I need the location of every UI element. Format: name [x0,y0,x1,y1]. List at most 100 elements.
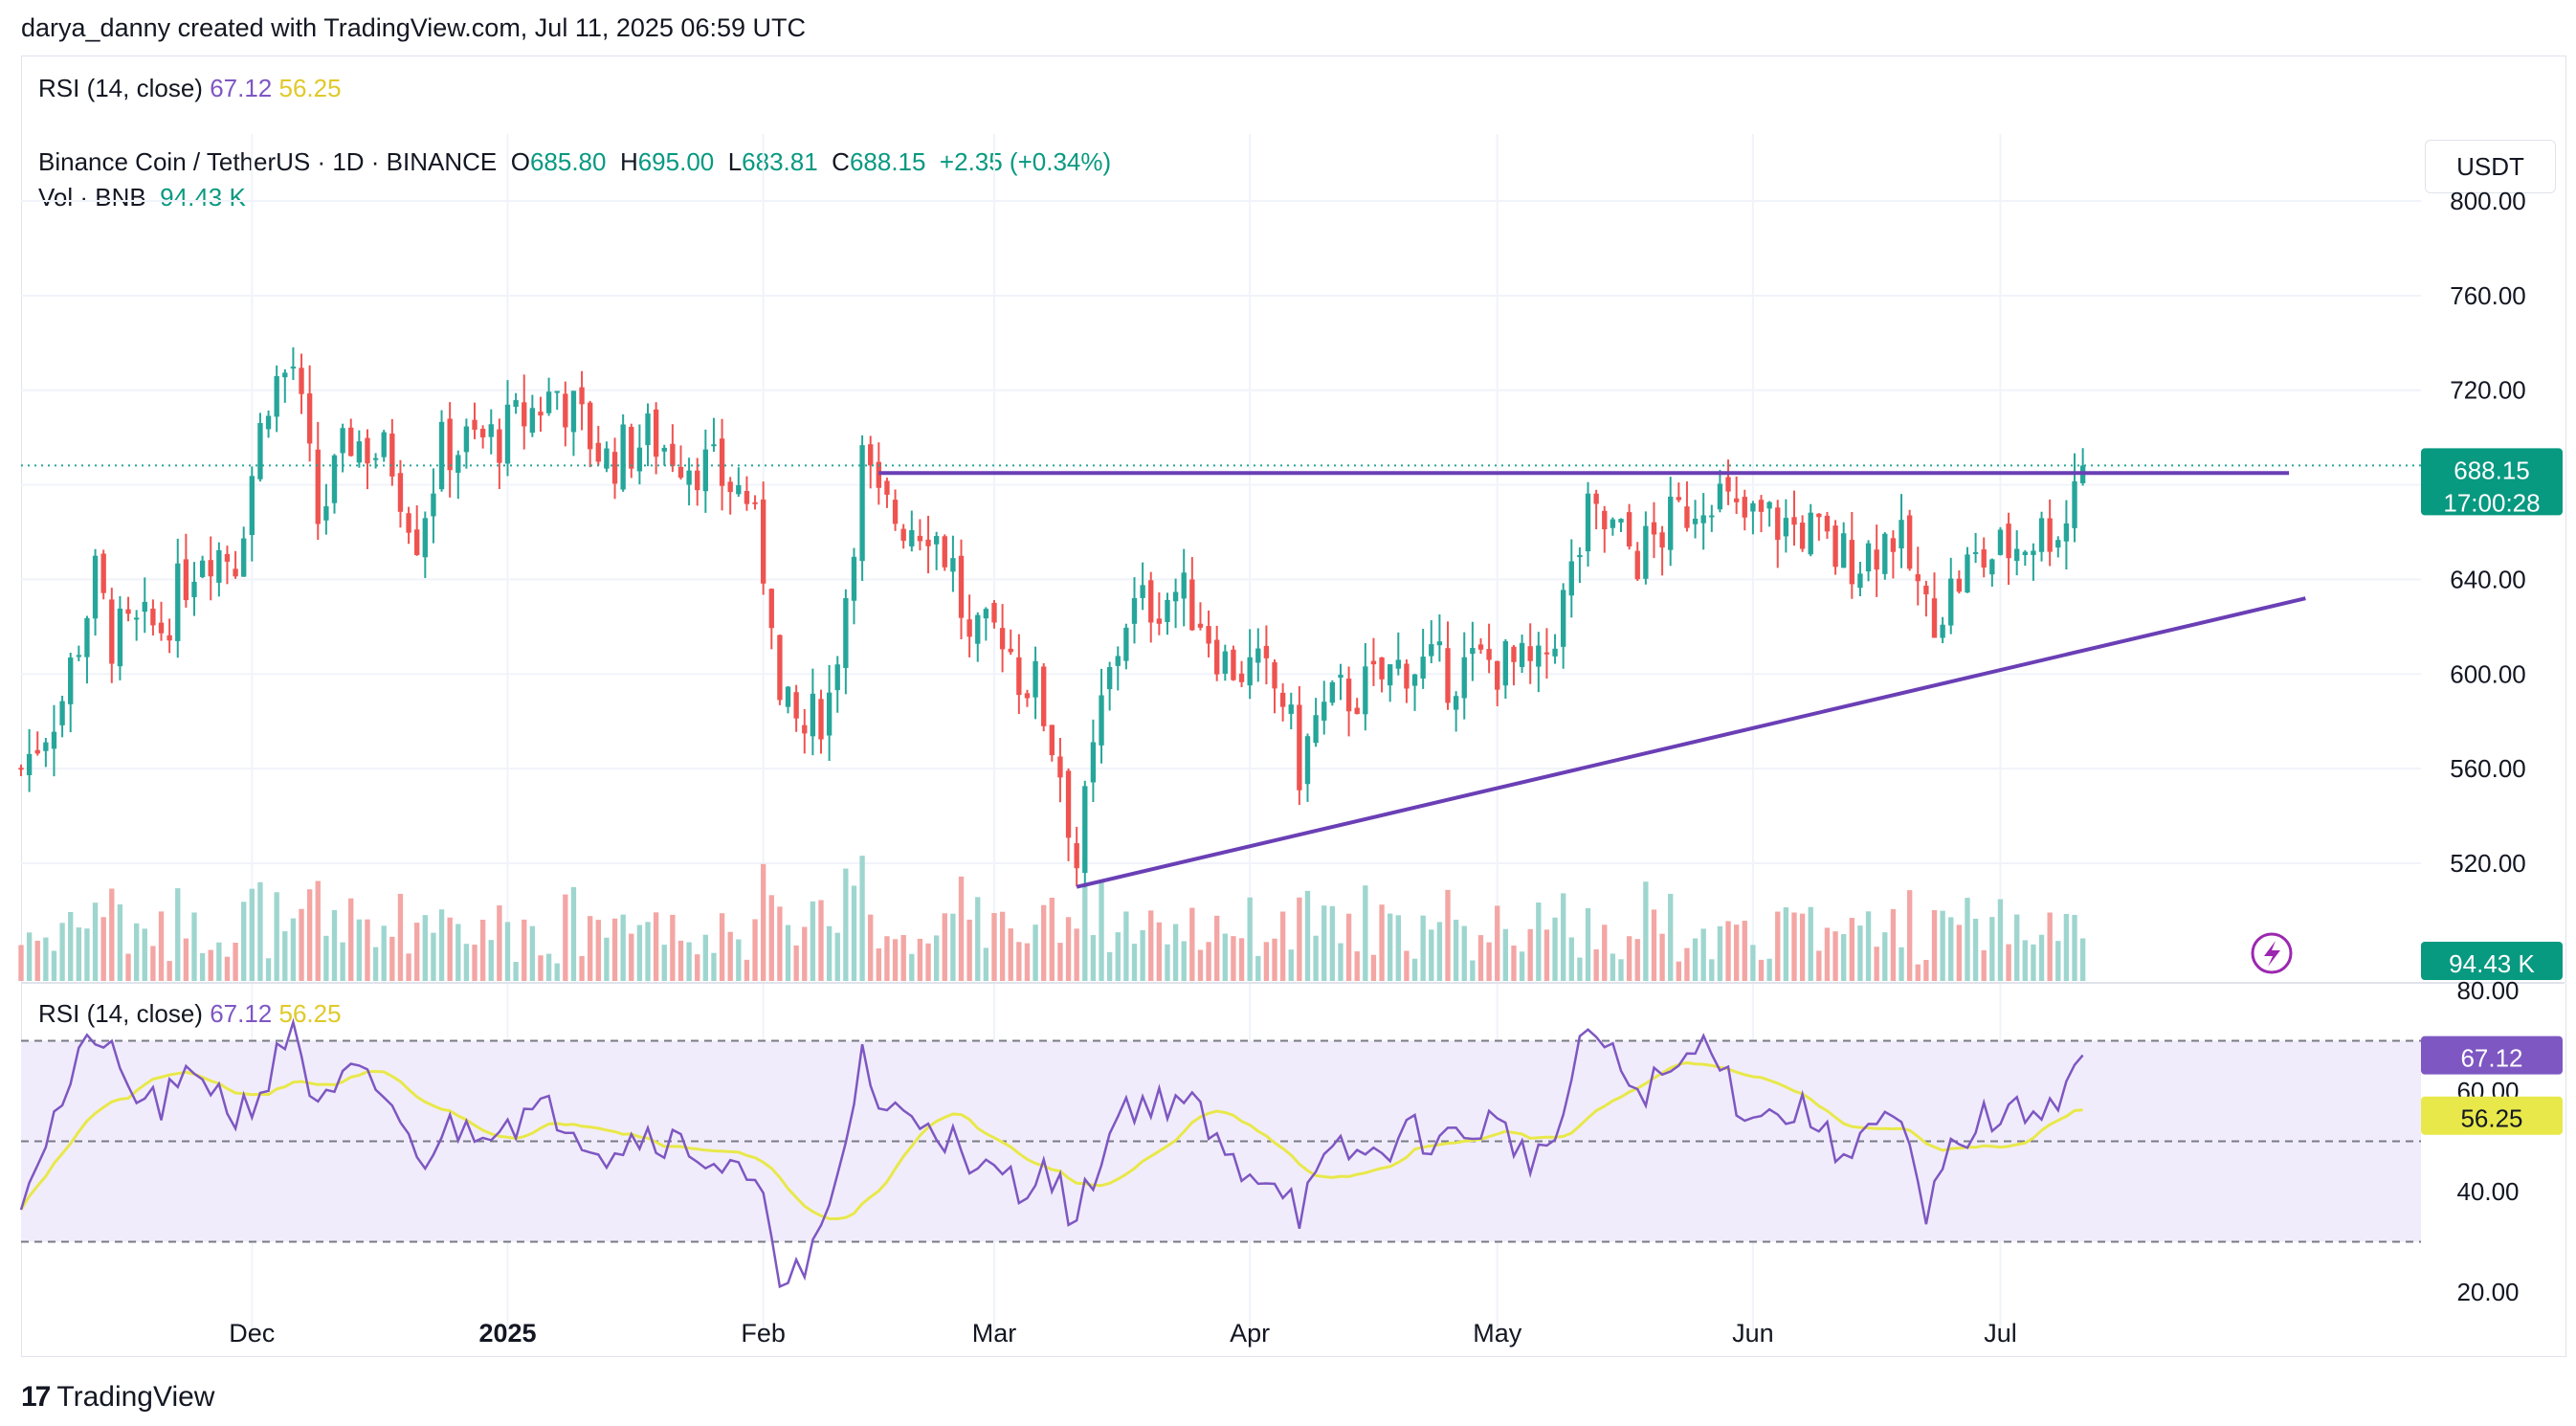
volume-bar [529,925,536,981]
candle-body [348,427,354,457]
volume-bar [431,932,436,981]
volume-bar [389,936,395,981]
candle-body [1676,497,1682,501]
candle-body [18,768,24,770]
volume-bar [2031,944,2036,981]
volume-bar [752,919,758,981]
volume-bar [522,919,527,981]
volume-bar [2006,944,2011,981]
volume-bar [365,919,370,981]
candle-body [1429,644,1434,657]
volume-bar [1651,909,1657,981]
volume-bar [1717,925,1723,981]
candle-body [1602,510,1608,530]
rsi-top-legend[interactable]: RSI (14, close) 67.12 56.25 [38,74,342,103]
volume-bar [1304,890,1311,981]
candle-body [1634,550,1640,580]
candle-body [999,628,1006,650]
candle-body [463,426,470,453]
candle-body [306,393,313,444]
volume-bar [785,925,791,981]
price-tick-label: 720.00 [2450,376,2526,405]
volume-bar [265,958,272,981]
open-value: 685.80 [529,147,607,176]
candle-body [257,423,263,479]
volume-bar [1279,911,1286,981]
candle-body [1016,657,1022,696]
candle-body [504,404,511,464]
volume-bar [2022,940,2028,981]
volume-bar [1049,898,1055,981]
candle-body [719,438,725,486]
volume-bar [1329,905,1336,981]
support-trendline [1076,596,2306,889]
candle-body [208,560,213,577]
volume-bar [142,928,147,981]
tradingview-logo[interactable]: 17 TradingView [21,1381,214,1414]
volume-bar [826,925,833,981]
candle-body [677,466,684,479]
candle-body [1329,681,1336,703]
candle-body [1511,646,1517,662]
candle-body [1033,660,1038,698]
volume-bar [1766,958,1772,981]
candle-body [2055,540,2061,548]
candle-body [711,444,717,447]
volume-bar [381,925,387,981]
volume-bar [1965,898,1970,981]
candle-body [389,434,395,477]
candle-body [1560,590,1566,647]
volume-bar [306,889,313,981]
volume-bar [1915,964,1921,981]
candle-body [868,444,874,466]
volume-bar [604,937,610,981]
candle-body [1404,663,1410,689]
volume-bar [315,880,321,981]
volume-bar [1354,951,1360,981]
candle-body [1972,551,1979,554]
volume-bar [233,943,238,981]
candle-body [1668,496,1674,550]
candle-body [834,664,840,691]
candle-body [1841,533,1847,568]
volume-bar [447,917,453,981]
lightning-icon-bolt [2264,941,2280,967]
volume-bar [1808,906,1813,981]
candle-body [1279,692,1286,707]
volume-bar [1272,938,1277,981]
rsi-value-badge-bg [2421,1036,2563,1075]
candle-body [356,441,363,463]
volume-bar [191,912,197,981]
candle-body [1931,598,1938,638]
candle-body [1123,627,1129,661]
candle-body [1775,507,1781,541]
volume-bar [1824,927,1831,981]
candle-body [1379,657,1385,680]
volume-bar [51,950,57,981]
candle-body [2006,524,2011,559]
rsi-top-value: 67.12 [210,74,273,102]
volume-bar [84,928,90,981]
volume-bar [1948,917,1954,981]
candle-body [1363,666,1368,715]
rsi-legend[interactable]: RSI (14, close) 67.12 56.25 [38,999,342,1029]
volume-bar [1041,904,1047,981]
volume-legend[interactable]: Vol · BNB 94.43 K [38,183,246,212]
volume-bar [331,909,338,981]
candle-body [109,599,115,664]
currency-unit-button[interactable]: USDT [2425,140,2556,193]
volume-bar [810,901,816,981]
time-tick-label: Jul [1984,1319,2017,1348]
candle-body [1470,648,1476,655]
volume-bar [1024,943,1031,981]
candle-body [406,513,411,533]
volume-bar [1148,910,1154,981]
candle-body [2038,518,2045,552]
candle-body [422,518,428,558]
volume-bar [975,897,981,981]
candle-body [1502,640,1509,686]
volume-bar [1214,915,1220,981]
candle-body [2031,550,2036,555]
symbol-legend[interactable]: Binance Coin / TetherUS · 1D · BINANCE O… [38,147,1111,177]
volume-bar [167,961,172,981]
